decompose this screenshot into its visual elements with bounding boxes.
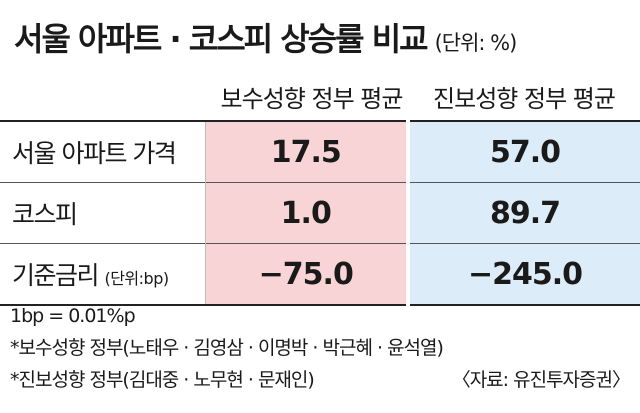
header-empty-cell [0, 72, 205, 121]
value-progressive: 57.0 [406, 121, 640, 183]
row-label: 서울 아파트 가격 [0, 121, 206, 183]
source-label: 〈자료: 유진투자증권〉 [451, 369, 631, 391]
row-label: 코스피 [0, 182, 206, 244]
value-conservative: −75.0 [205, 243, 408, 305]
comparison-table: 보수성향 정부 평균 진보성향 정부 평균 서울 아파트 가격 17.5 57.… [0, 72, 640, 306]
value-progressive: 89.7 [406, 182, 640, 244]
title-row: 서울 아파트 · 코스피 상승률 비교 (단위: %) [14, 14, 518, 60]
header-progressive: 진보성향 정부 평균 [433, 84, 616, 113]
note-progressive: *진보성향 정부(김대중 · 노무현 · 문재인) [10, 369, 315, 391]
value-progressive: −245.0 [406, 243, 640, 305]
note-bp: 1bp = 0.01%p [10, 305, 136, 327]
footnotes: 1bp = 0.01%p *보수성향 정부(노태우 · 김영삼 · 이명박 · … [10, 300, 631, 396]
row-label-text: 코스피 [12, 200, 78, 229]
row-label: 기준금리 (단위:bp) [0, 243, 206, 305]
value-conservative: 17.5 [205, 121, 408, 183]
table-row: 서울 아파트 가격 17.5 57.0 [0, 121, 640, 183]
row-label-text: 서울 아파트 가격 [12, 139, 177, 168]
row-sublabel: (단위:bp) [104, 269, 169, 288]
note-conservative: *보수성향 정부(노태우 · 김영삼 · 이명박 · 박근혜 · 윤석열) [10, 337, 444, 359]
table-row: 코스피 1.0 89.7 [0, 182, 640, 244]
chart-title: 서울 아파트 · 코스피 상승률 비교 [14, 20, 429, 58]
note-progressive-row: *진보성향 정부(김대중 · 노무현 · 문재인) 〈자료: 유진투자증권〉 [10, 364, 631, 396]
table-row: 기준금리 (단위:bp) −75.0 −245.0 [0, 243, 640, 305]
header-conservative: 보수성향 정부 평균 [220, 84, 404, 113]
header-row: 보수성향 정부 평균 진보성향 정부 평균 [0, 72, 640, 121]
value-conservative: 1.0 [205, 182, 408, 244]
unit-label: (단위: %) [434, 31, 518, 55]
row-label-text: 기준금리 [12, 261, 100, 290]
